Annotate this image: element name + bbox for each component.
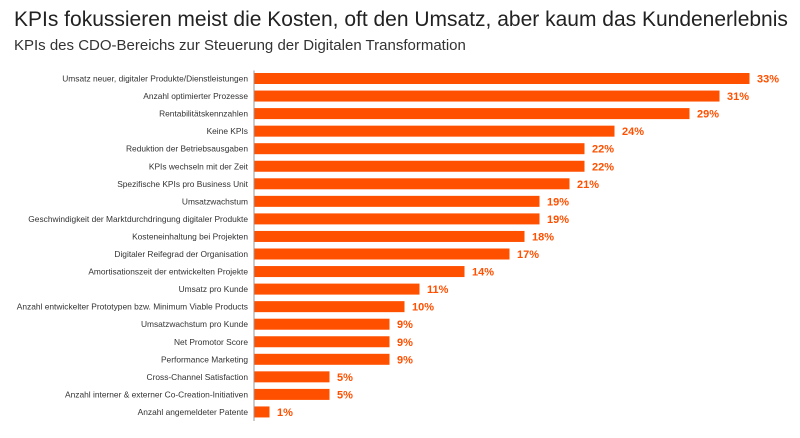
bar [254, 178, 570, 190]
category-label: Reduktion der Betriebsausgaben [126, 144, 248, 154]
category-label: Digitaler Reifegrad der Organisation [114, 249, 248, 259]
data-label: 1% [277, 407, 293, 419]
bar [254, 143, 585, 155]
category-label: KPIs wechseln mit der Zeit [149, 161, 249, 171]
bar [254, 195, 540, 207]
category-label: Anzahl entwickelter Prototypen bzw. Mini… [17, 302, 248, 312]
category-label: Umsatzwachstum pro Kunde [141, 319, 248, 329]
data-label: 31% [727, 91, 749, 103]
category-label: Net Promotor Score [174, 337, 248, 347]
data-label: 19% [547, 196, 569, 208]
category-label: Rentabilitätskennzahlen [159, 109, 248, 119]
bar [254, 406, 270, 418]
bar [254, 125, 615, 137]
data-label: 18% [532, 231, 554, 243]
bar [254, 283, 420, 295]
chart-title: KPIs fokussieren meist die Kosten, oft d… [14, 8, 788, 31]
bar [254, 73, 750, 84]
data-label: 21% [577, 179, 599, 191]
category-label: Kosteneinhaltung bei Projekten [132, 231, 248, 241]
category-label: Geschwindigkeit der Marktdurchdringung d… [28, 214, 248, 224]
bar [254, 90, 720, 102]
data-label: 14% [472, 267, 494, 279]
category-label: Umsatz pro Kunde [179, 284, 249, 294]
data-label: 24% [622, 126, 644, 138]
data-label: 10% [412, 302, 434, 314]
data-label: 29% [697, 109, 719, 121]
bar [254, 230, 525, 242]
category-label: Anzahl optimierter Prozesse [143, 91, 248, 101]
data-label: 9% [397, 337, 413, 349]
bar [254, 108, 690, 120]
bar [254, 353, 390, 365]
category-label: Umsatzwachstum [182, 196, 248, 206]
data-label: 9% [397, 354, 413, 366]
category-label: Anzahl angemeldeter Patente [138, 407, 249, 417]
data-label: 11% [427, 284, 449, 296]
category-label: Keine KPIs [207, 126, 248, 136]
category-label: Performance Marketing [161, 354, 248, 364]
bar [254, 388, 330, 400]
data-label: 22% [592, 161, 614, 173]
data-label: 19% [547, 214, 569, 226]
category-label: Amortisationszeit der entwickelten Proje… [88, 267, 248, 277]
chart-subtitle: KPIs des CDO-Bereichs zur Steuerung der … [14, 37, 466, 54]
bar [254, 336, 390, 348]
category-label: Anzahl interner & externer Co-Creation-I… [65, 389, 248, 399]
category-label: Spezifische KPIs pro Business Unit [117, 179, 248, 189]
bar [254, 371, 330, 383]
bar [254, 213, 540, 225]
bar [254, 318, 390, 330]
bar [254, 248, 510, 260]
category-label: Cross-Channel Satisfaction [147, 372, 249, 382]
data-label: 17% [517, 249, 539, 261]
bar [254, 301, 405, 313]
bar [254, 160, 585, 172]
data-label: 5% [337, 372, 353, 384]
data-label: 9% [397, 319, 413, 331]
bar [254, 266, 465, 278]
data-label: 22% [592, 144, 614, 156]
data-label: 5% [337, 389, 353, 401]
data-label: 33% [757, 74, 779, 86]
category-label: Umsatz neuer, digitaler Produkte/Dienstl… [62, 74, 248, 84]
